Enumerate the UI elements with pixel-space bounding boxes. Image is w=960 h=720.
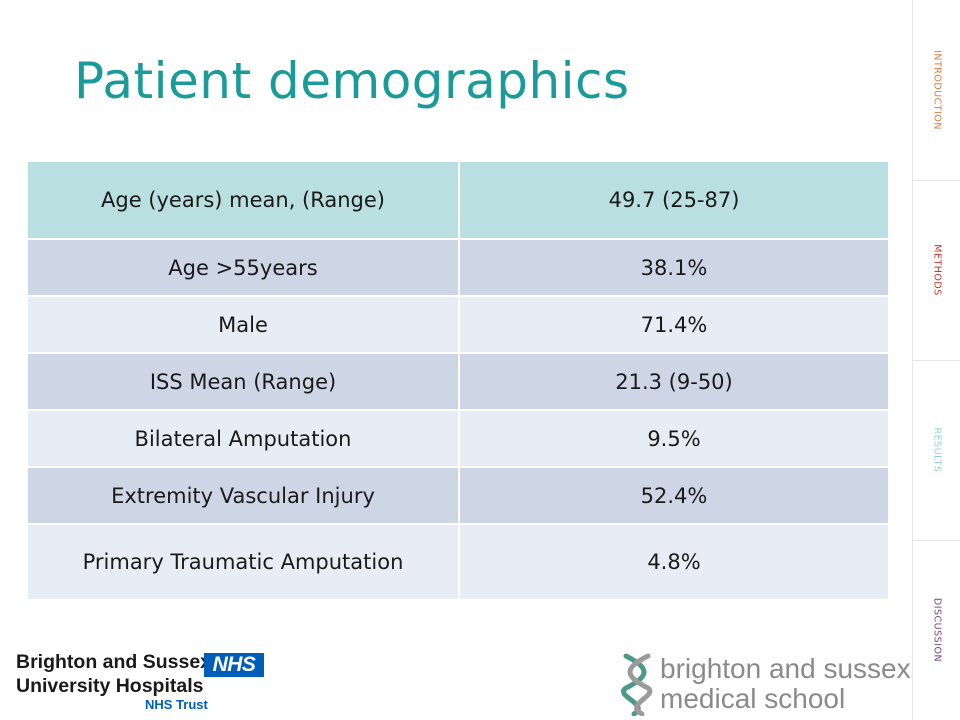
table-row: Male 71.4% [26,295,890,354]
nav-discussion[interactable]: DISCUSSION [913,540,960,720]
nhs-logo-box: NHS [204,653,264,677]
row-label: Extremity Vascular Injury [26,466,460,525]
bsuh-logo-line2: University Hospitals [16,675,204,697]
table-row: Age >55years 38.1% [26,238,890,297]
bsms-logo-line1: brighton and sussex [660,653,911,684]
nav-results-label: RESULTS [931,427,943,473]
row-value: 49.7 (25-87) [458,160,890,240]
row-value: 38.1% [458,238,890,297]
row-label: ISS Mean (Range) [26,352,460,411]
row-value: 4.8% [458,523,890,601]
bsuh-logo-name: Brighton and Sussex University Hospitals [16,650,211,698]
row-value: 21.3 (9-50) [458,352,890,411]
row-label: Bilateral Amputation [26,409,460,468]
slide-title: Patient demographics [74,52,630,110]
nav-results[interactable]: RESULTS [913,360,960,541]
nav-introduction[interactable]: INTRODUCTION [913,0,960,181]
table-row: Age (years) mean, (Range) 49.7 (25-87) [26,160,890,240]
section-nav: INTRODUCTION METHODS RESULTS DISCUSSION [912,0,960,720]
nav-discussion-label: DISCUSSION [931,597,943,663]
bsuh-logo-line1: Brighton and Sussex [16,651,212,673]
row-label: Male [26,295,460,354]
bsuh-logo: Brighton and Sussex University Hospitals… [16,650,266,714]
row-label: Primary Traumatic Amputation [26,523,460,601]
dna-helix-icon [621,653,653,716]
bsms-logo: brighton and sussex medical school [620,652,911,716]
row-value: 9.5% [458,409,890,468]
bsms-logo-line2: medical school [660,683,846,714]
bsms-logo-text: brighton and sussex medical school [660,654,911,714]
table-row: Bilateral Amputation 9.5% [26,409,890,468]
row-label: Age >55years [26,238,460,297]
nav-methods-label: METHODS [931,244,943,296]
nav-introduction-label: INTRODUCTION [931,50,943,130]
table-row: ISS Mean (Range) 21.3 (9-50) [26,352,890,411]
nhs-trust-text: NHS Trust [145,697,208,712]
table-row: Primary Traumatic Amputation 4.8% [26,523,890,601]
nav-methods[interactable]: METHODS [913,180,960,361]
row-value: 71.4% [458,295,890,354]
table-row: Extremity Vascular Injury 52.4% [26,466,890,525]
row-value: 52.4% [458,466,890,525]
row-label: Age (years) mean, (Range) [26,160,460,240]
demographics-table: Age (years) mean, (Range) 49.7 (25-87) A… [26,160,890,601]
